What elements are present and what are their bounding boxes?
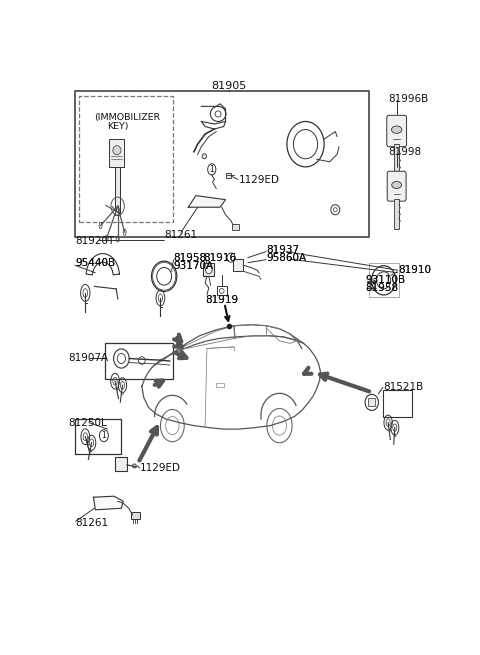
Text: 81521B: 81521B — [384, 383, 424, 392]
Text: 81910: 81910 — [398, 265, 431, 275]
Ellipse shape — [202, 154, 206, 159]
Text: 81919: 81919 — [205, 295, 239, 305]
Text: 1: 1 — [102, 431, 106, 440]
Bar — [115, 457, 127, 471]
Bar — [132, 512, 140, 519]
Text: 81919: 81919 — [205, 295, 239, 305]
Text: 81996B: 81996B — [388, 94, 428, 103]
Text: 93170A: 93170A — [173, 261, 214, 271]
Text: (IMMOBILIZER: (IMMOBILIZER — [94, 113, 160, 122]
Bar — [115, 167, 120, 215]
Ellipse shape — [392, 181, 402, 189]
Text: 93110B: 93110B — [365, 275, 405, 286]
Text: 81937: 81937 — [266, 245, 300, 255]
Bar — [105, 343, 173, 379]
Text: KEY): KEY) — [107, 122, 129, 130]
Bar — [232, 224, 239, 230]
Bar — [109, 139, 124, 167]
Text: 95440B: 95440B — [75, 257, 115, 268]
Bar — [75, 91, 369, 238]
Text: 1129ED: 1129ED — [140, 463, 181, 473]
Bar — [383, 390, 412, 417]
Bar — [203, 263, 215, 276]
Text: 1129ED: 1129ED — [239, 176, 279, 185]
FancyBboxPatch shape — [387, 171, 406, 201]
Bar — [75, 419, 121, 455]
Text: 81937: 81937 — [266, 245, 300, 255]
Text: 81958: 81958 — [173, 253, 206, 263]
Text: 93170A: 93170A — [173, 261, 214, 271]
Bar — [368, 398, 375, 406]
Bar — [369, 263, 398, 297]
Bar — [233, 259, 243, 271]
Bar — [79, 96, 173, 222]
Text: 81958: 81958 — [365, 283, 398, 293]
Text: 95860A: 95860A — [266, 253, 307, 263]
Text: 81998: 81998 — [388, 147, 421, 157]
FancyBboxPatch shape — [387, 115, 407, 147]
Text: 81910: 81910 — [398, 265, 431, 275]
Text: 81958: 81958 — [173, 253, 206, 263]
Text: 93110B: 93110B — [365, 275, 405, 286]
Text: 81916: 81916 — [203, 253, 236, 263]
Text: 81920T: 81920T — [75, 236, 114, 246]
Bar — [216, 383, 225, 387]
Text: 1: 1 — [209, 165, 214, 174]
Ellipse shape — [391, 126, 402, 134]
Text: 81958: 81958 — [365, 283, 398, 293]
Text: 81905: 81905 — [212, 81, 247, 91]
Text: 81916: 81916 — [203, 253, 236, 263]
Text: 81907A: 81907A — [68, 352, 108, 362]
Ellipse shape — [113, 145, 121, 155]
Bar — [394, 144, 399, 176]
Text: 81250L: 81250L — [68, 418, 107, 428]
Text: 95860A: 95860A — [266, 253, 307, 263]
Text: 81261: 81261 — [76, 519, 109, 529]
Text: 81261: 81261 — [164, 230, 197, 240]
Text: 95440B: 95440B — [75, 257, 115, 268]
Polygon shape — [94, 496, 123, 510]
Ellipse shape — [132, 464, 136, 468]
Bar — [395, 198, 399, 229]
Polygon shape — [188, 196, 226, 207]
Bar — [217, 286, 227, 295]
Bar — [226, 174, 231, 178]
